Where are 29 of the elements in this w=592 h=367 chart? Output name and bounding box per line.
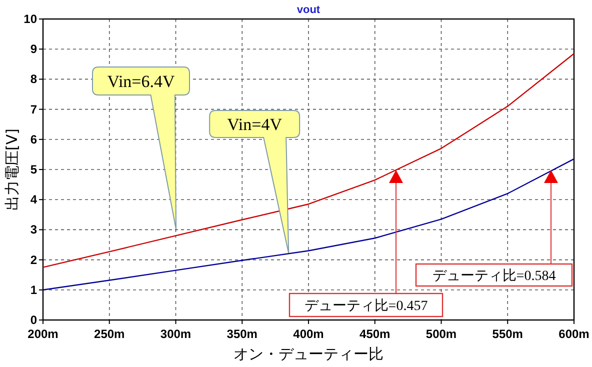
- x-tick-label: 500m: [426, 327, 457, 341]
- x-tick-label: 300m: [160, 327, 192, 341]
- x-tick-label: 600m: [558, 327, 590, 341]
- annotation: デューティ比=0.457: [304, 298, 428, 314]
- line-series: [42, 158, 575, 290]
- x-axis-title: オン・デューティー比: [234, 345, 384, 363]
- annotation: Vin=4V: [227, 115, 283, 134]
- line-series: [42, 53, 575, 268]
- y-tick-label: 10: [24, 12, 38, 26]
- y-tick-label: 0: [30, 313, 38, 327]
- y-tick-label: 1: [30, 282, 38, 297]
- x-tick-label: 200m: [28, 327, 58, 341]
- y-tick-label: 4: [30, 192, 38, 207]
- y-tick-label: 6: [30, 132, 38, 146]
- annotation: Vin=6.4V: [107, 72, 176, 91]
- y-tick-label: 2: [30, 252, 38, 267]
- x-tick-label: 350m: [226, 327, 258, 341]
- x-tick-label: 250m: [94, 327, 125, 341]
- x-tick-label: 400m: [293, 327, 324, 341]
- y-tick-label: 5: [30, 162, 38, 176]
- y-axis-title: 出力電圧[V]: [3, 128, 21, 210]
- y-tick-label: 9: [30, 42, 38, 56]
- y-tick-label: 8: [30, 72, 38, 86]
- annotation: デューティ比=0.584: [432, 268, 556, 284]
- y-tick-label: 7: [30, 102, 38, 116]
- chart-title: vout: [296, 4, 320, 16]
- x-tick-label: 550m: [492, 327, 523, 341]
- x-tick-label: 450m: [360, 327, 390, 341]
- y-tick-label: 3: [30, 222, 38, 237]
